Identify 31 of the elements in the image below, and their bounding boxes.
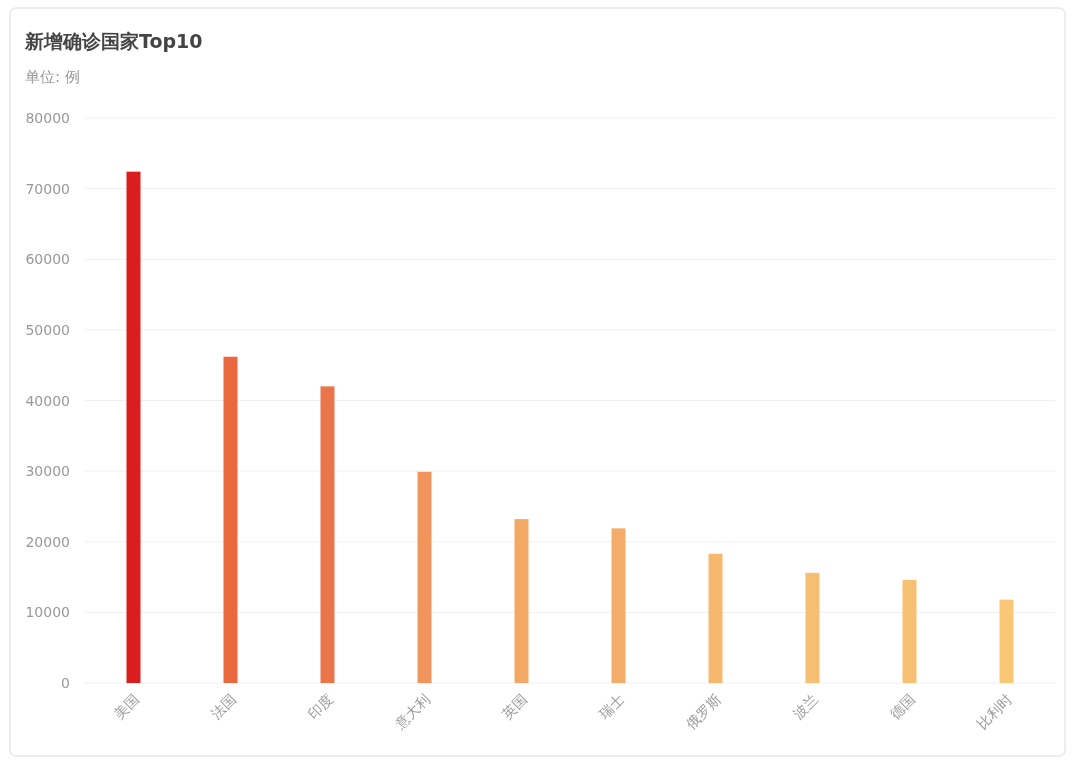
bar (514, 519, 529, 683)
chart-subtitle: 单位: 例 (25, 68, 80, 86)
x-tick-label: 意大利 (390, 690, 433, 733)
y-tick-label: 20000 (25, 533, 70, 550)
y-tick-label: 80000 (25, 110, 70, 126)
y-tick-label: 10000 (25, 604, 70, 621)
bar (999, 599, 1014, 683)
bar (126, 171, 141, 683)
bar (902, 579, 917, 683)
bar (708, 553, 723, 683)
y-tick-label: 0 (61, 675, 70, 691)
x-tick-label: 比利时 (973, 690, 1015, 732)
x-tick-label: 印度 (304, 690, 336, 722)
y-tick-label: 60000 (25, 251, 70, 268)
x-tick-label: 瑞士 (595, 690, 627, 722)
chart-title: 新增确诊国家Top10 (24, 30, 203, 52)
bar (417, 471, 432, 683)
y-tick-label: 50000 (25, 321, 70, 338)
y-tick-label: 40000 (25, 392, 70, 409)
bar (223, 356, 238, 683)
y-tick-label: 30000 (25, 463, 70, 480)
bar (805, 572, 820, 683)
x-tick-label: 俄罗斯 (682, 690, 724, 732)
x-tick-label: 法国 (207, 690, 239, 722)
bar (611, 528, 626, 683)
bar (320, 386, 335, 683)
x-tick-label: 波兰 (789, 690, 821, 722)
x-tick-label: 德国 (886, 690, 918, 722)
y-tick-label: 70000 (25, 180, 70, 197)
x-tick-label: 英国 (498, 690, 530, 722)
x-tick-label: 美国 (110, 690, 142, 722)
